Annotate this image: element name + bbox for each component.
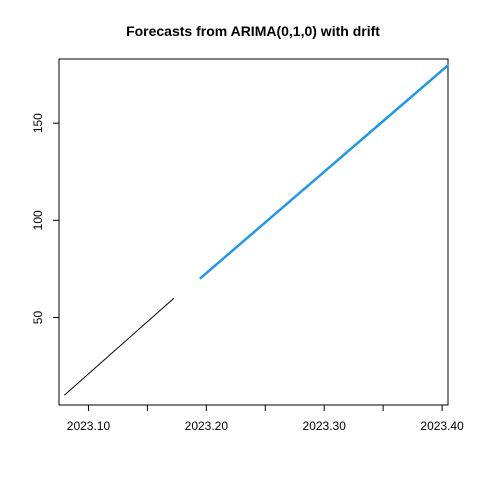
y-tick-label: 150: [31, 113, 45, 133]
series-layer: [63, 63, 450, 396]
x-tick-label: 2023.10: [67, 419, 111, 433]
chart-title: Forecasts from ARIMA(0,1,0) with drift: [126, 23, 380, 39]
observed-series-line: [63, 297, 175, 396]
y-tick-label: 50: [31, 311, 45, 325]
x-tick-label: 2023.30: [303, 419, 347, 433]
x-tick-label: 2023.40: [420, 419, 464, 433]
x-tick-label: 2023.20: [185, 419, 229, 433]
forecast-series-line: [199, 63, 450, 280]
y-tick-label: 100: [31, 210, 45, 230]
y-axis: 50 100 150: [31, 113, 60, 325]
x-axis: 2023.10 2023.20 2023.30 2023.40: [67, 404, 464, 433]
